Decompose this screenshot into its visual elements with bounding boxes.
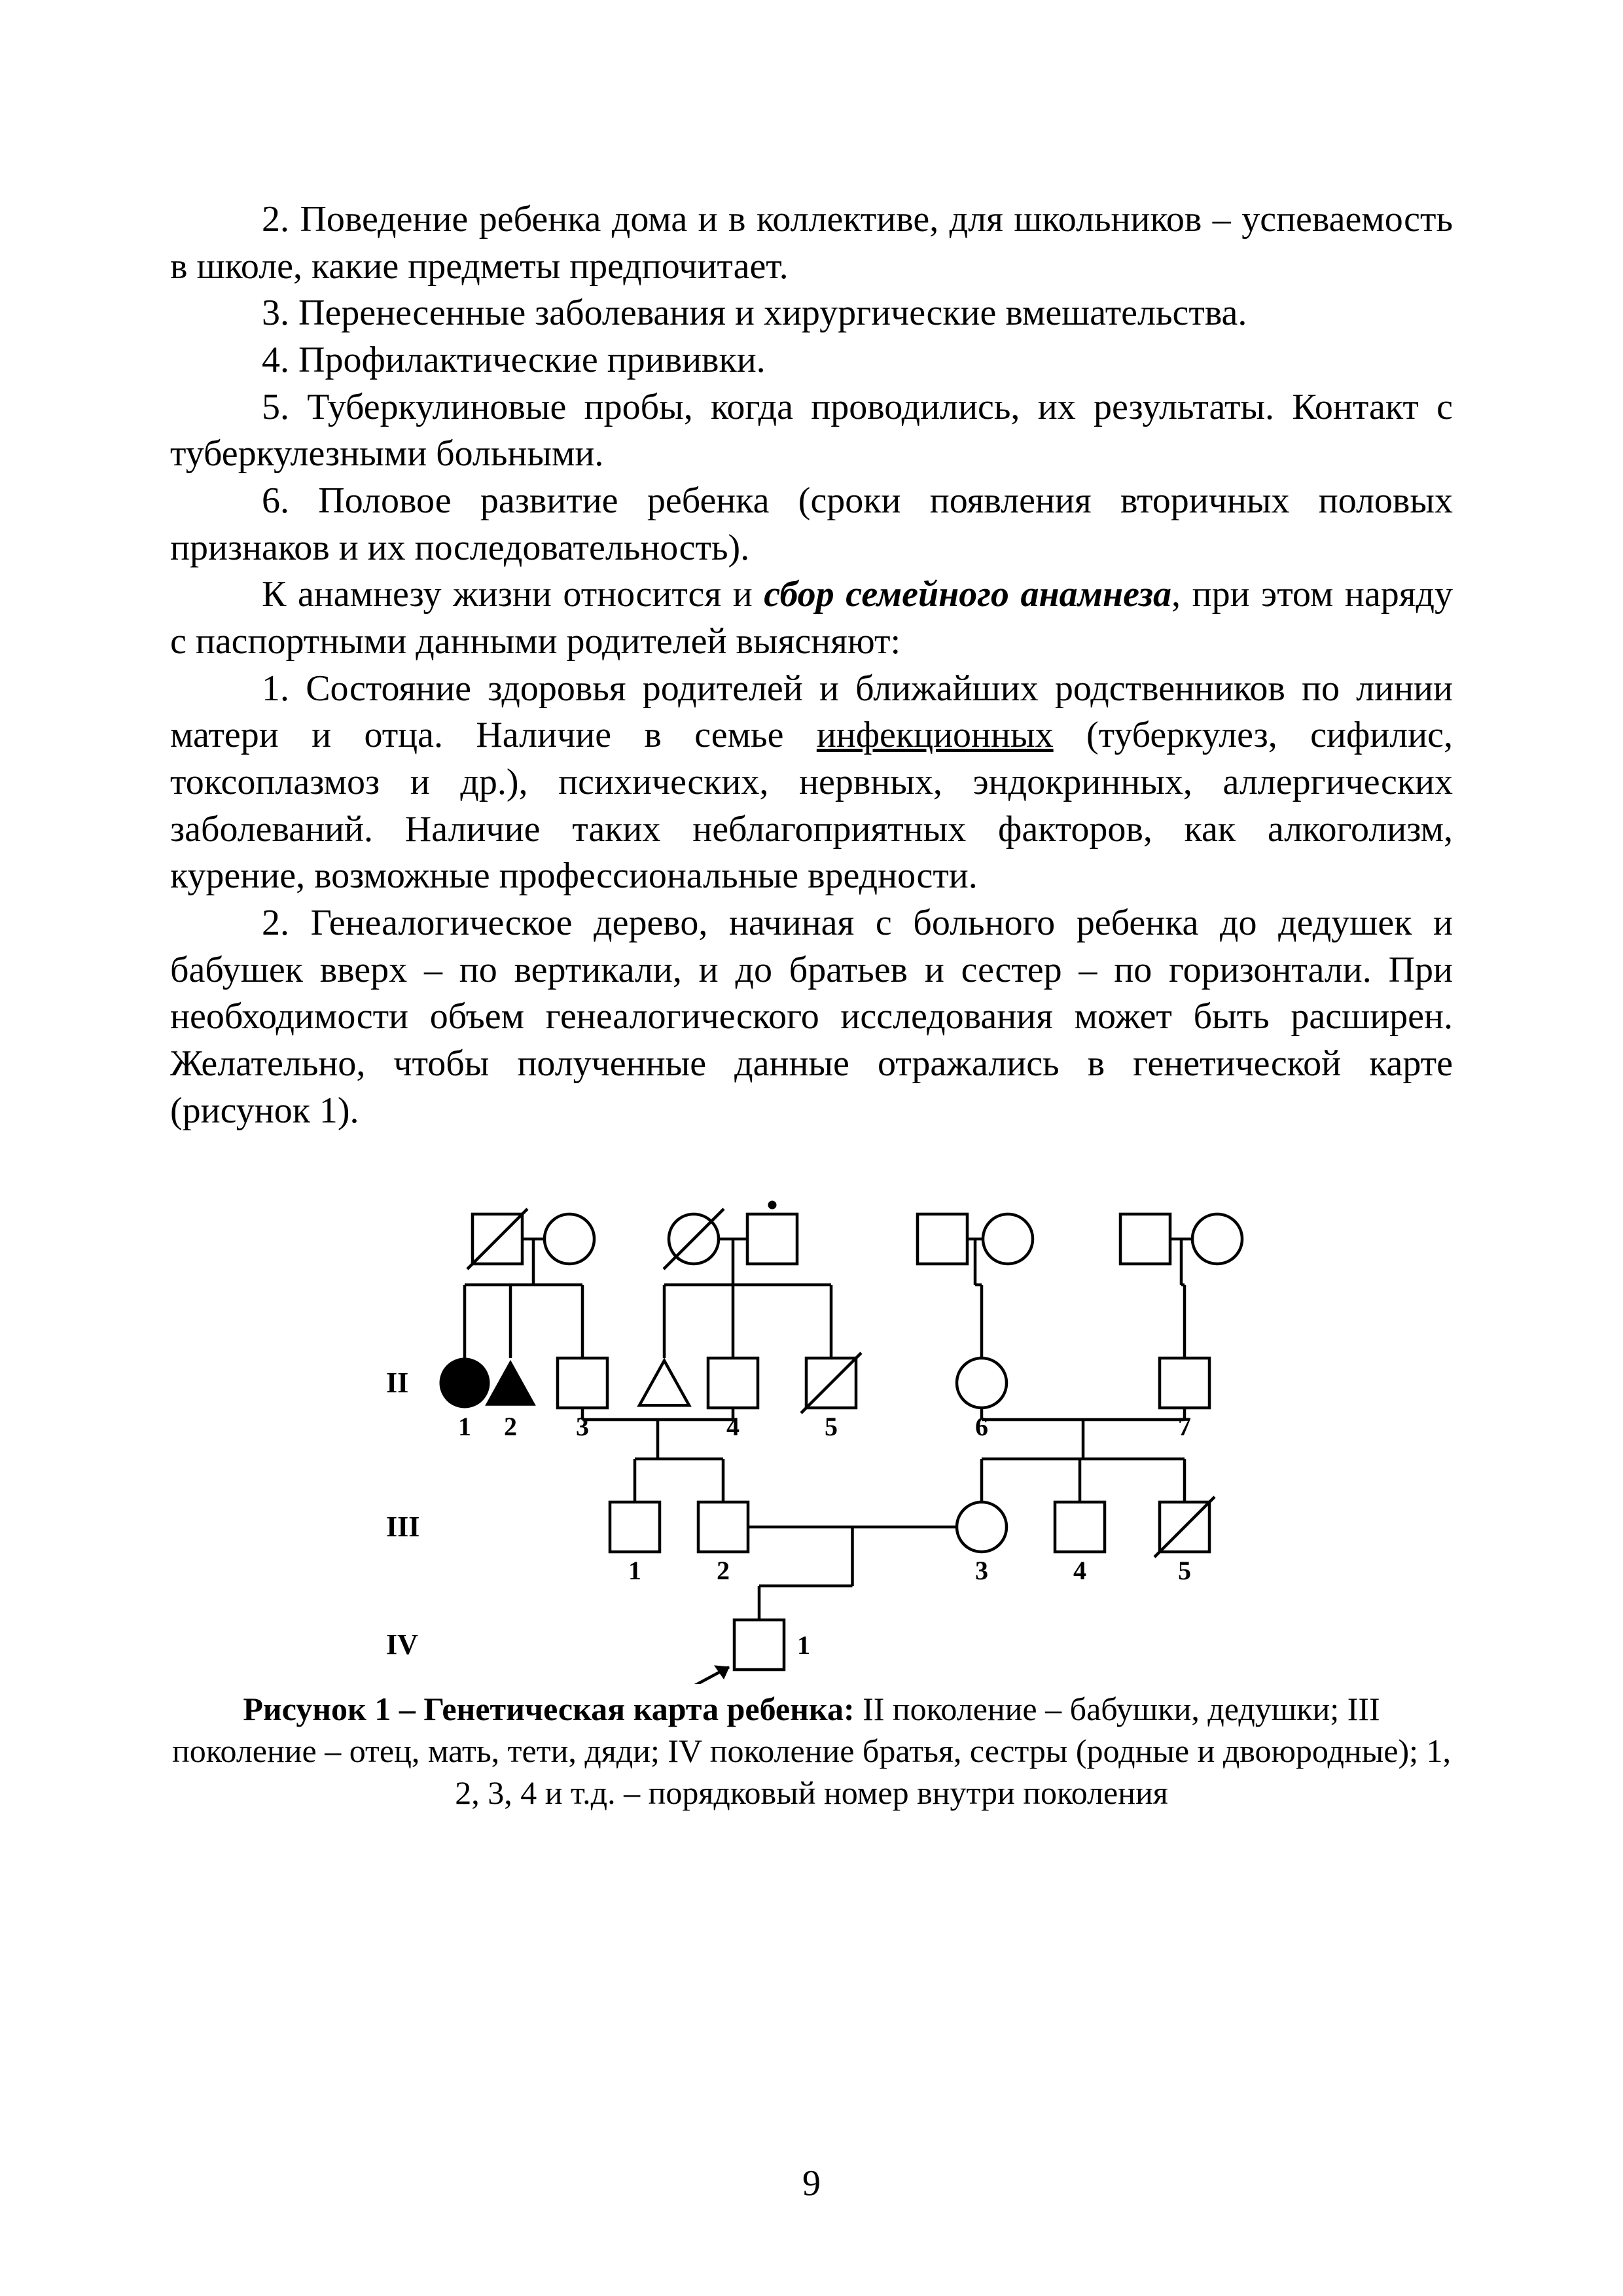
svg-text:III: III <box>386 1511 419 1543</box>
pedigree-chart: II1234567III12345IV1 <box>288 1160 1335 1684</box>
svg-text:4: 4 <box>1073 1556 1086 1585</box>
svg-text:2: 2 <box>717 1556 730 1585</box>
para-4: 4. Профилактические прививки. <box>170 337 1453 384</box>
svg-text:1: 1 <box>628 1556 641 1585</box>
para-2: 2. Поведение ребенка дома и в коллективе… <box>170 196 1453 290</box>
para-8: 1. Состояние здоровья родителей и ближай… <box>170 666 1453 900</box>
body-text: 2. Поведение ребенка дома и в коллективе… <box>170 196 1453 1134</box>
para-7-pre: К анамнезу жизни относится и <box>262 574 764 615</box>
svg-text:II: II <box>386 1367 408 1399</box>
para-3: 3. Перенесенные заболевания и хирургичес… <box>170 290 1453 337</box>
figure-caption: Рисунок 1 – Генетическая карта ребенка: … <box>170 1688 1453 1814</box>
svg-text:2: 2 <box>504 1412 517 1441</box>
svg-text:1: 1 <box>458 1412 471 1441</box>
svg-text:1: 1 <box>797 1630 810 1660</box>
para-9: 2. Генеалогическое дерево, начиная с бол… <box>170 900 1453 1134</box>
para-7: К анамнезу жизни относится и сбор семейн… <box>170 571 1453 665</box>
caption-bold: Рисунок 1 – Генетическая карта ребенка: <box>243 1691 854 1727</box>
para-8b: инфекционных <box>817 715 1054 755</box>
page: 2. Поведение ребенка дома и в коллективе… <box>0 0 1623 2296</box>
svg-text:3: 3 <box>975 1556 988 1585</box>
para-7-em: сбор семейного анамнеза <box>764 574 1171 615</box>
svg-text:IV: IV <box>386 1628 418 1660</box>
para-6: 6. Половое развитие ребенка (сроки появл… <box>170 478 1453 571</box>
para-5: 5. Туберкулиновые пробы, когда проводили… <box>170 384 1453 478</box>
svg-text:5: 5 <box>1178 1556 1191 1585</box>
svg-text:5: 5 <box>825 1412 838 1441</box>
page-number: 9 <box>0 2162 1623 2204</box>
